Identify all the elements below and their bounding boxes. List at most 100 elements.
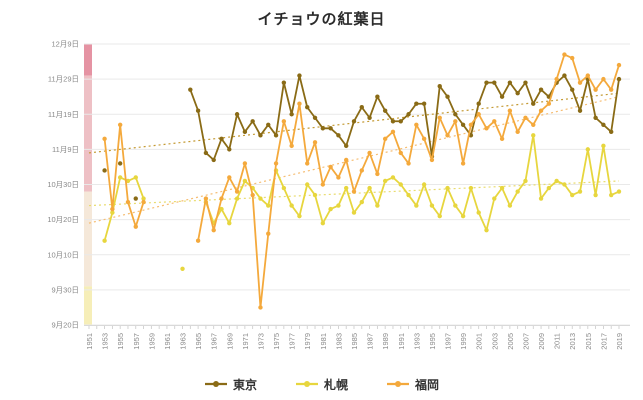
data-point-1 xyxy=(577,189,583,194)
data-point-1 xyxy=(421,182,427,187)
data-point-0 xyxy=(281,80,287,85)
x-axis-label: 2015 xyxy=(584,333,593,350)
data-point-0 xyxy=(601,122,606,127)
x-axis-label: 2005 xyxy=(506,333,515,350)
x-axis-label: 1997 xyxy=(444,333,453,350)
x-axis-label: 2019 xyxy=(615,333,624,350)
data-point-1 xyxy=(554,178,559,184)
data-point-1 xyxy=(344,185,349,191)
data-point-0 xyxy=(312,115,318,120)
data-point-2 xyxy=(250,192,255,198)
data-point-1 xyxy=(312,192,318,198)
data-point-2 xyxy=(297,101,302,106)
data-point-1 xyxy=(375,203,380,208)
legend-item-2[interactable]: 福岡 xyxy=(386,376,439,393)
data-point-0 xyxy=(234,112,240,117)
data-point-2 xyxy=(538,108,544,113)
data-point-0 xyxy=(195,108,201,113)
data-point-0 xyxy=(250,119,255,124)
data-point-1 xyxy=(266,203,271,208)
y-axis-label: 9月30日 xyxy=(51,285,79,294)
data-point-2 xyxy=(499,136,505,142)
data-point-1 xyxy=(468,185,474,191)
y-axis-label: 9月20日 xyxy=(51,321,79,330)
series-line-1 xyxy=(103,176,145,242)
data-point-1 xyxy=(515,189,520,194)
data-point-1 xyxy=(507,203,513,208)
data-point-2 xyxy=(608,87,614,92)
legend-label: 札幌 xyxy=(323,377,348,392)
data-point-0 xyxy=(211,157,216,163)
data-point-1 xyxy=(180,266,185,271)
data-point-2 xyxy=(476,112,481,117)
data-point-2 xyxy=(570,55,575,61)
legend-item-1[interactable]: 札幌 xyxy=(295,376,348,393)
x-axis-label: 1961 xyxy=(163,333,172,350)
legend-item-0[interactable]: 東京 xyxy=(204,376,257,393)
data-point-0 xyxy=(460,122,466,127)
data-point-0 xyxy=(320,126,326,131)
data-point-2 xyxy=(523,115,528,120)
data-point-0 xyxy=(258,133,263,138)
data-point-2 xyxy=(554,76,559,82)
data-point-0 xyxy=(266,122,271,127)
data-point-2 xyxy=(242,161,248,166)
data-point-1 xyxy=(258,196,263,201)
data-point-1 xyxy=(585,147,591,152)
data-point-2 xyxy=(328,164,333,170)
y-axis-label: 11月9日 xyxy=(52,145,79,154)
data-point-2 xyxy=(421,136,427,142)
data-point-1 xyxy=(133,175,138,180)
data-point-2 xyxy=(219,196,224,201)
data-point-0 xyxy=(219,136,224,142)
data-point-1 xyxy=(336,203,341,208)
x-axis-label: 1991 xyxy=(397,333,406,350)
data-point-0 xyxy=(476,101,481,106)
data-point-1 xyxy=(608,192,614,198)
x-axis-label: 1981 xyxy=(319,333,328,350)
data-point-0 xyxy=(499,94,505,99)
data-point-2 xyxy=(515,129,520,135)
data-point-1 xyxy=(359,199,364,205)
y-axis-label: 10月30日 xyxy=(47,180,79,189)
data-point-0 xyxy=(538,87,544,92)
data-point-1 xyxy=(546,185,552,191)
x-axis-label: 1993 xyxy=(412,333,421,350)
data-point-0 xyxy=(398,119,403,124)
data-point-2 xyxy=(382,136,388,142)
x-axis-label: 1965 xyxy=(194,333,203,350)
data-point-2 xyxy=(562,52,567,57)
data-point-0 xyxy=(406,112,411,117)
data-point-2 xyxy=(336,175,341,180)
data-point-1 xyxy=(102,238,107,243)
data-point-2 xyxy=(492,119,497,124)
y-band-0 xyxy=(84,44,92,76)
data-point-0 xyxy=(289,112,294,117)
data-point-1 xyxy=(390,175,396,180)
plot-area: 12月9日 11月29日 11月19日 11月9日 10月30日 10月20日 10月10日… xyxy=(47,40,630,350)
x-axis-label: 1987 xyxy=(366,333,375,350)
data-point-0 xyxy=(117,161,123,166)
data-point-0 xyxy=(562,73,567,78)
data-point-1 xyxy=(125,178,131,184)
data-point-0 xyxy=(445,94,450,99)
data-point-1 xyxy=(484,227,489,233)
x-axis-label: 1959 xyxy=(147,333,156,350)
data-point-2 xyxy=(359,168,364,173)
data-point-2 xyxy=(453,119,458,124)
y-axis-label: 11月19日 xyxy=(48,110,79,119)
data-point-0 xyxy=(102,168,107,173)
data-point-1 xyxy=(305,182,310,187)
data-point-2 xyxy=(141,199,146,205)
y-band-3 xyxy=(84,286,92,325)
series-line-2 xyxy=(103,123,145,228)
x-axis-label: 1977 xyxy=(288,333,297,350)
x-axis-label: 1979 xyxy=(303,333,312,350)
data-point-1 xyxy=(110,210,115,215)
x-axis-label: 2013 xyxy=(568,333,577,350)
data-point-2 xyxy=(344,157,349,163)
data-point-1 xyxy=(351,210,357,215)
y-axis-label: 10月20日 xyxy=(47,215,79,224)
data-point-2 xyxy=(375,171,380,177)
